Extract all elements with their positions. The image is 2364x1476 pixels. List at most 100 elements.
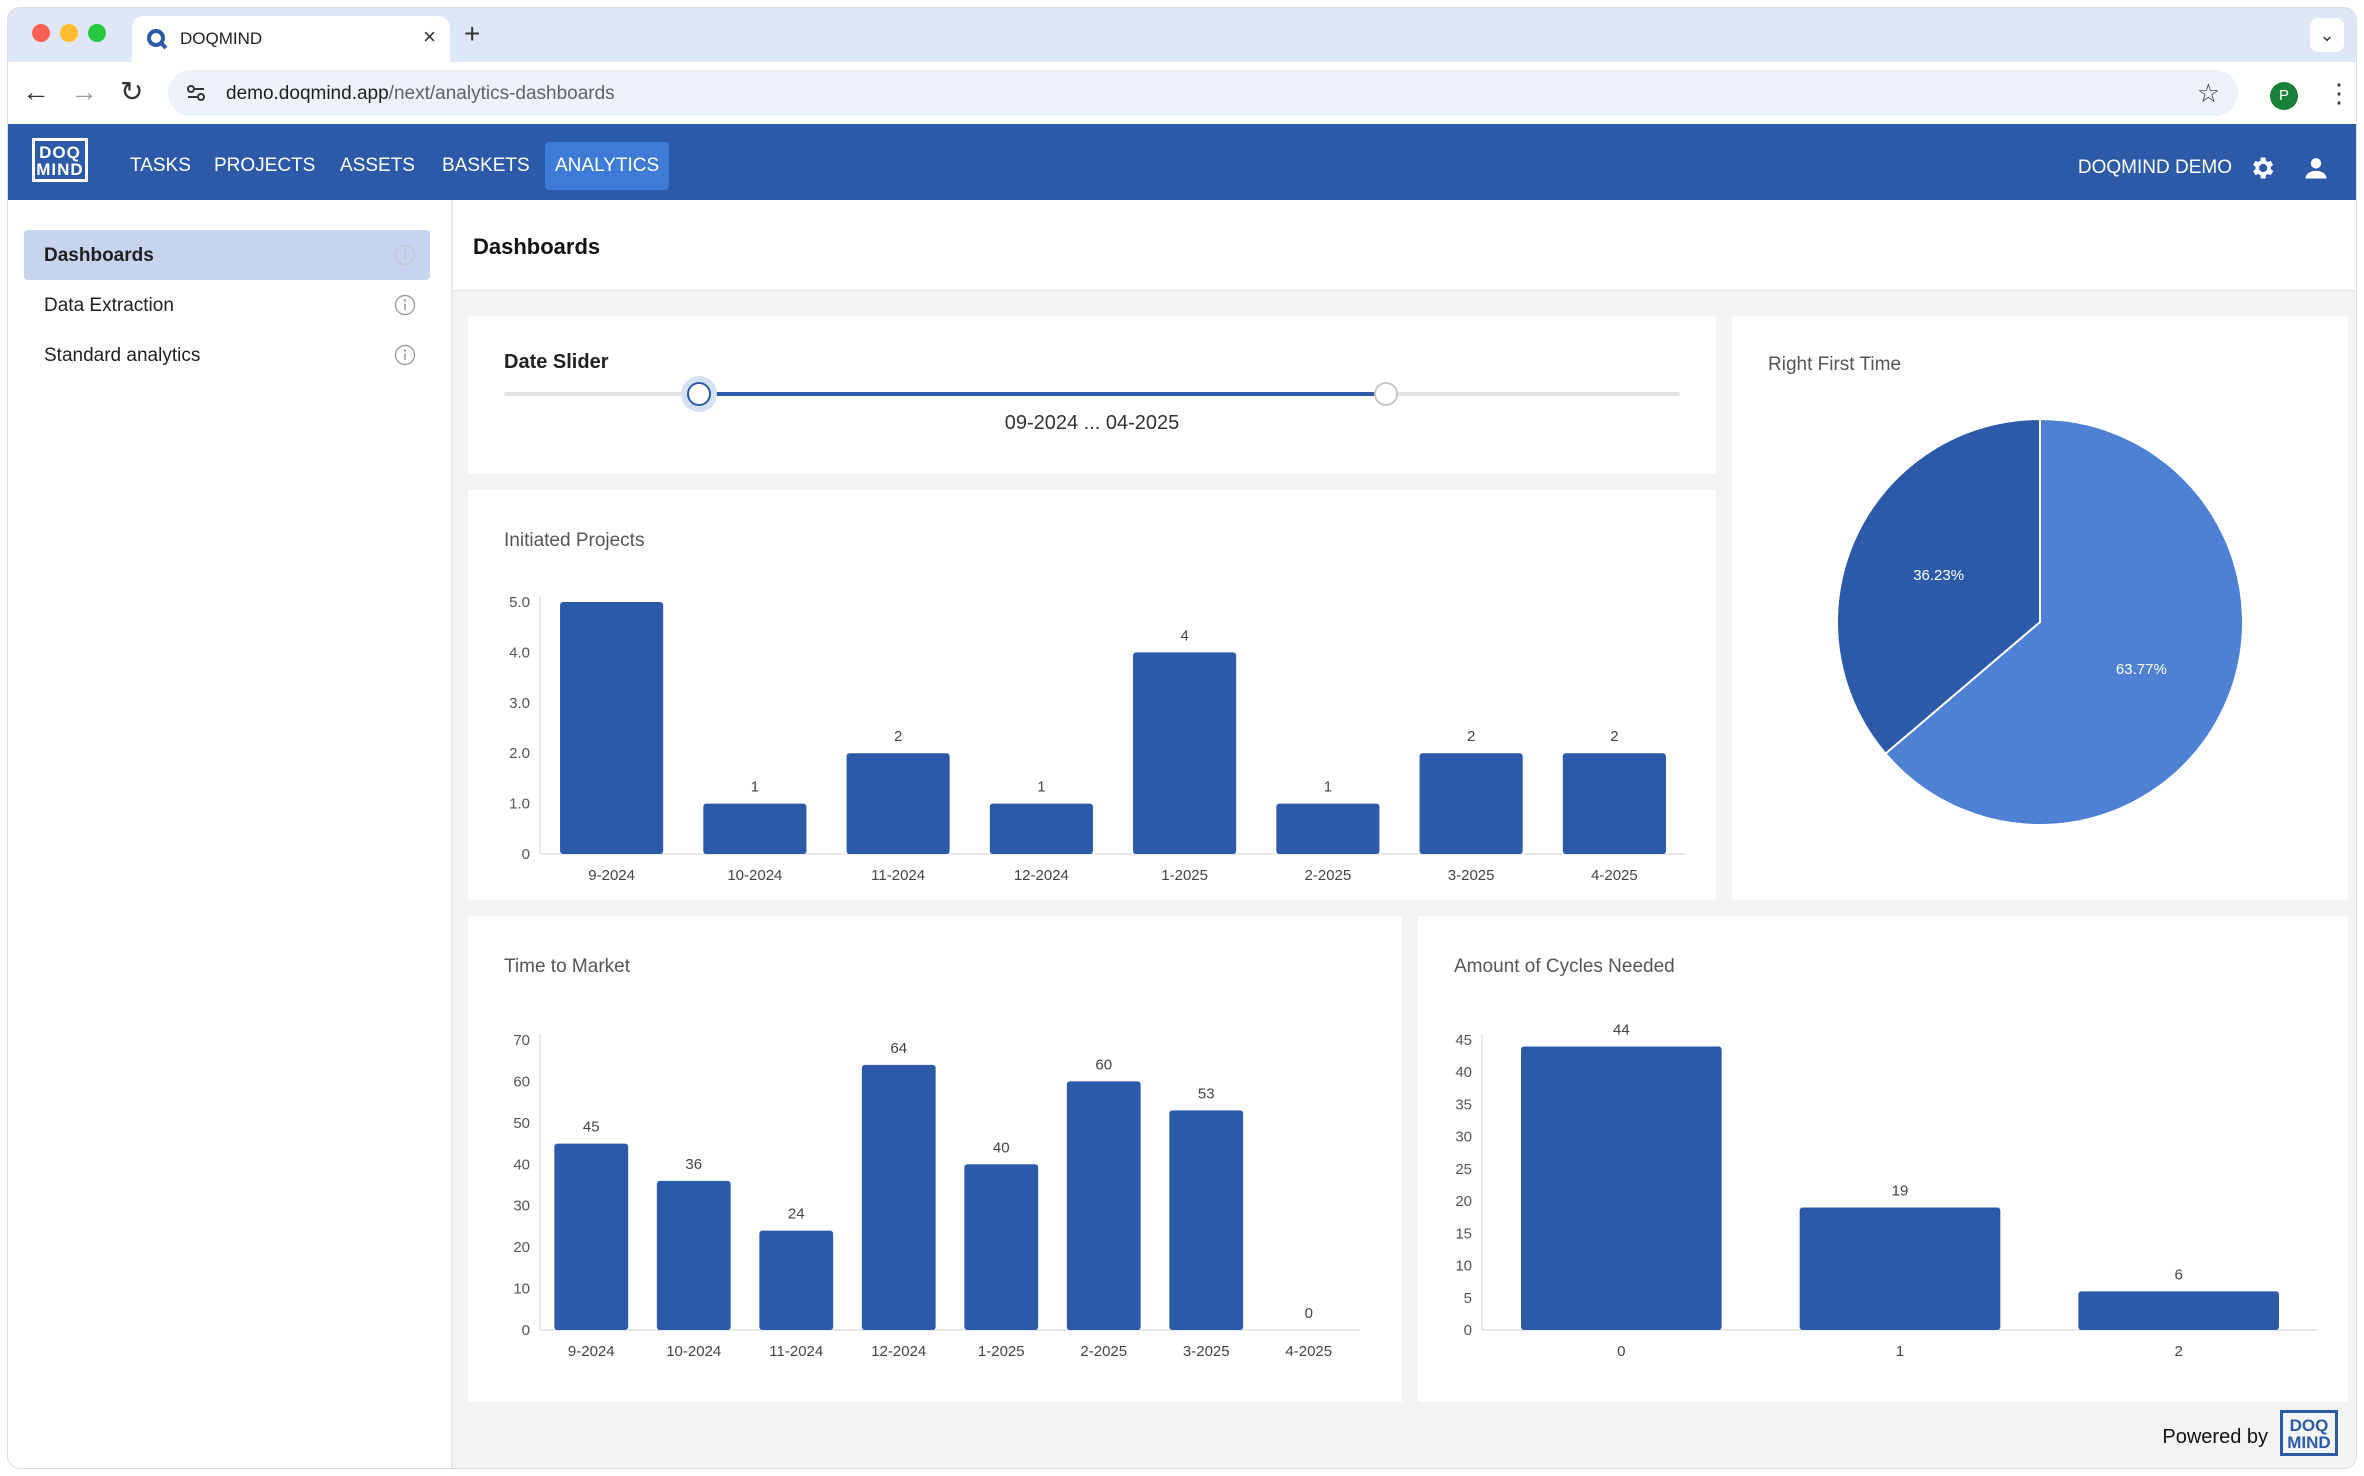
x-tick-label: 10-2024 [666, 1343, 721, 1360]
right-first-time-pie-chart: 63.77% 36.23% [1836, 417, 2244, 826]
date-slider-card: Date Slider 09-2024 ... 04-2025 [468, 316, 1716, 474]
x-tick-label: 1-2025 [1161, 867, 1208, 884]
data-label: 53 [1198, 1085, 1215, 1102]
date-slider-title: Date Slider [504, 351, 609, 373]
profile-avatar[interactable]: P [2270, 82, 2298, 110]
bar [846, 753, 950, 854]
bar [964, 1164, 1039, 1330]
nav-baskets[interactable]: BASKETS [442, 155, 530, 176]
cycles-needed-card: Amount of Cycles Needed 0 5 10 15 20 25 30 35 40… [1418, 916, 2348, 1402]
browser-menu-icon[interactable]: ⋮ [2326, 78, 2352, 108]
chart-title: Amount of Cycles Needed [1454, 956, 1675, 977]
footer-logo-line1: DOQ [2289, 1416, 2329, 1435]
y-tick-label: 4.0 [509, 644, 530, 661]
y-tick-label: 1.0 [509, 796, 530, 813]
tab-search-chevron-icon[interactable]: ⌄ [2310, 18, 2344, 52]
bar [861, 1064, 936, 1330]
data-label: 6 [2174, 1266, 2182, 1283]
nav-analytics[interactable]: ANALYTICS [545, 142, 670, 190]
y-tick-label: 45 [1455, 1032, 1472, 1049]
data-label: 2 [1610, 728, 1618, 745]
info-icon[interactable] [394, 344, 416, 366]
data-label: 64 [890, 1040, 907, 1057]
pie-slice [1884, 417, 2244, 826]
browser-tab[interactable]: DOQMIND × [132, 16, 450, 62]
x-tick-label: 9-2024 [568, 1343, 615, 1360]
sidebar-item-label: Data Extraction [44, 295, 174, 316]
url-domain: demo.doqmind.app [226, 83, 389, 104]
nav-projects[interactable]: PROJECTS [214, 155, 316, 176]
y-tick-label: 10 [1455, 1258, 1472, 1275]
data-label: 2 [894, 728, 902, 745]
y-tick-label: 40 [1455, 1064, 1472, 1081]
logo-line1: DOQ [39, 143, 81, 162]
y-tick-label: 35 [1455, 1096, 1472, 1113]
date-slider-end-handle[interactable] [1374, 382, 1398, 406]
initiated-projects-chart: 01.02.03.04.05.09-2024 10-2024111-2024212… [509, 594, 1686, 884]
pie-slice [1836, 417, 2041, 756]
x-tick-label: 12-2024 [1014, 867, 1069, 884]
nav-tasks[interactable]: TASKS [130, 155, 191, 176]
x-tick-label: 11-2024 [769, 1343, 823, 1360]
y-tick-label: 0 [1464, 1322, 1472, 1339]
sidebar-item-label: Standard analytics [44, 345, 201, 366]
bar [1169, 1110, 1244, 1330]
data-label: 0 [1305, 1305, 1313, 1322]
y-tick-label: 15 [1455, 1225, 1472, 1242]
y-tick-label: 30 [513, 1198, 530, 1215]
page-title: Dashboards [473, 234, 601, 259]
data-label: 60 [1095, 1056, 1112, 1073]
organization-name[interactable]: DOQMIND DEMO [2077, 157, 2232, 178]
y-tick-label: 10 [513, 1281, 530, 1298]
address-bar[interactable]: demo.doqmind.app/next/analytics-dashboar… [168, 70, 2238, 116]
info-icon[interactable] [394, 244, 416, 266]
y-tick-label: 40 [513, 1156, 530, 1173]
reload-icon[interactable]: ↻ [120, 76, 144, 107]
tab-title: DOQMIND [180, 29, 263, 48]
data-label: 40 [993, 1139, 1010, 1156]
minimize-window-button[interactable] [60, 24, 78, 42]
nav-assets[interactable]: ASSETS [340, 155, 415, 176]
site-info-icon[interactable] [184, 81, 208, 105]
sidebar: Dashboards Data Extraction Standard anal… [8, 200, 453, 1468]
sidebar-item-data-extraction[interactable]: Data Extraction [24, 280, 430, 330]
maximize-window-button[interactable] [88, 24, 106, 42]
time-to-market-chart: 0 10 20 30 40 50 60 70 9-2024 45 10-2024 36 11-2024 2… [513, 1032, 1360, 1360]
app-header: DOQ MIND TASKS PROJECTS ASSETS BASKETS A… [8, 124, 2356, 200]
footer-logo-line2: MIND [2287, 1433, 2331, 1452]
x-tick-label: 0 [1617, 1343, 1625, 1360]
bar [560, 602, 664, 854]
y-tick-label: 70 [513, 1032, 530, 1049]
bar [703, 803, 807, 854]
close-tab-icon[interactable]: × [423, 24, 436, 49]
bookmark-star-icon[interactable]: ☆ [2196, 78, 2220, 108]
x-tick-label: 10-2024 [727, 867, 782, 884]
y-tick-label: 30 [1455, 1129, 1472, 1146]
y-tick-label: 20 [1455, 1193, 1472, 1210]
forward-arrow-icon[interactable]: → [70, 76, 98, 107]
info-icon[interactable] [394, 294, 416, 316]
sidebar-item-dashboards[interactable]: Dashboards [24, 230, 430, 280]
bar [759, 1230, 834, 1330]
bar [2078, 1291, 2279, 1330]
x-tick-label: 2-2025 [1080, 1343, 1127, 1360]
close-window-button[interactable] [32, 24, 50, 42]
cycles-needed-chart: 0 5 10 15 20 25 30 35 40 45 0 44 1 19 2 6 [1455, 1021, 2318, 1360]
user-account-icon[interactable] [2302, 154, 2330, 182]
y-tick-label: 5 [1464, 1290, 1472, 1307]
sidebar-item-standard-analytics[interactable]: Standard analytics [24, 330, 430, 380]
back-arrow-icon[interactable]: ← [22, 76, 50, 107]
page-header: Dashboards [453, 200, 2356, 291]
initiated-projects-card: Initiated Projects 0 1.0 2.0 3.0 4.0 5.0 9-202… [468, 490, 1716, 900]
logo-line2: MIND [36, 160, 84, 179]
settings-gear-icon[interactable] [2248, 154, 2276, 182]
doqmind-logo[interactable]: DOQ MIND [32, 138, 88, 182]
sidebar-item-label: Dashboards [44, 245, 154, 266]
x-tick-label: 4-2025 [1591, 867, 1638, 884]
date-slider-selected-range [699, 392, 1386, 396]
date-slider-start-handle[interactable] [687, 382, 712, 406]
x-tick-label: 11-2024 [871, 867, 925, 884]
new-tab-icon[interactable]: + [464, 18, 481, 49]
bar [656, 1180, 731, 1330]
y-tick-label: 20 [513, 1239, 530, 1256]
